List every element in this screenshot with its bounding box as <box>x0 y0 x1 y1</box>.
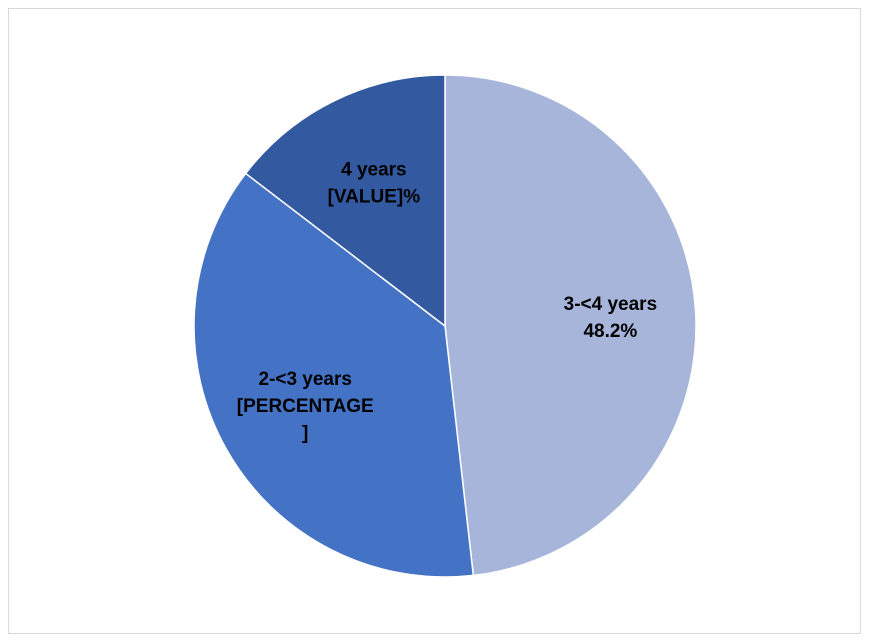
pie-slices <box>193 74 697 578</box>
pie-slice-3-4-years <box>444 74 697 577</box>
data-label-line: 4 years <box>341 159 407 180</box>
pie-data-labels: 3-<4 years 48.2% 2-<3 years [PERCENTAGE] 4 y… <box>237 159 657 444</box>
data-label-line: [VALUE]% <box>328 186 421 207</box>
data-label-line: [PERCENTAGE <box>237 396 374 417</box>
data-label-3-4-years: 3-<4 years 48.2% <box>564 294 658 342</box>
data-label-4-years: 4 years [VALUE]% <box>328 159 421 207</box>
data-label-line: ] <box>302 423 308 444</box>
data-label-line: 2-<3 years <box>258 369 352 390</box>
data-label-2-3-years: 2-<3 years [PERCENTAGE] <box>237 369 374 444</box>
pie-slice-2-3-years <box>193 172 475 578</box>
data-label-line: 3-<4 years <box>564 294 658 315</box>
pie-slice-4-years <box>244 74 446 328</box>
data-label-line: 48.2% <box>583 321 637 342</box>
